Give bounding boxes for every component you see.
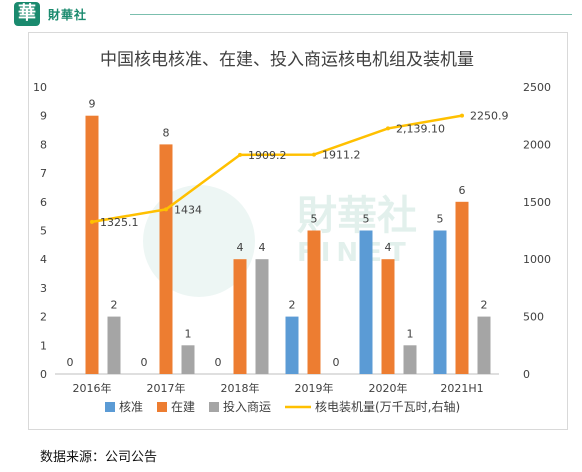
- bar-value-label: 1: [185, 327, 192, 340]
- bar-0: [285, 316, 299, 374]
- chart-title: 中国核电核准、在建、投入商运核电机组及装机量: [100, 50, 474, 70]
- bar-1: [307, 230, 321, 374]
- line-value-label: 1325.1: [100, 216, 139, 229]
- line-point: [460, 113, 464, 118]
- line-value-label: 1911.2: [322, 149, 361, 162]
- x-tick-label: 2018年: [221, 381, 260, 395]
- line-point: [90, 219, 94, 224]
- bar-value-label: 4: [237, 241, 244, 254]
- y-left-tick-label: 2: [40, 311, 47, 324]
- y-left-tick-label: 5: [40, 225, 47, 238]
- bar-value-label: 4: [259, 241, 266, 254]
- bar-value-label: 8: [163, 126, 170, 139]
- legend-label: 核电装机量(万千瓦时,右轴): [315, 399, 460, 414]
- legend-label: 在建: [171, 400, 195, 414]
- y-right-tick-label: 2500: [523, 81, 551, 94]
- bar-value-label: 2: [111, 299, 118, 312]
- y-right-tick-label: 500: [523, 311, 544, 324]
- legend-swatch-2: [209, 402, 219, 412]
- x-tick-label: 2020年: [369, 381, 408, 395]
- bar-value-label: 0: [141, 356, 148, 369]
- line-value-label: 2,139.10: [396, 122, 445, 135]
- y-left-tick-label: 4: [40, 253, 47, 266]
- line-point: [312, 152, 316, 157]
- finet-logo-icon: 華: [14, 2, 40, 26]
- line-value-label: 2250.9: [470, 110, 509, 123]
- legend-label: 核准: [119, 400, 143, 414]
- y-right-tick-label: 1000: [523, 253, 551, 266]
- bar-2: [403, 345, 417, 374]
- bar-1: [455, 201, 469, 374]
- bar-value-label: 5: [437, 213, 444, 226]
- bar-2: [181, 345, 195, 374]
- legend-swatch-1: [157, 402, 167, 412]
- brand-name: 財華社: [48, 8, 88, 22]
- legend-swatch-0: [105, 402, 115, 412]
- bar-value-label: 2: [481, 299, 488, 312]
- bar-value-label: 9: [89, 98, 96, 111]
- x-tick-label: 2019年: [295, 381, 334, 395]
- y-left-tick-label: 6: [40, 196, 47, 209]
- bar-0: [359, 230, 373, 374]
- bar-2: [255, 259, 269, 374]
- bar-value-label: 2: [289, 299, 296, 312]
- line-series: [91, 114, 463, 224]
- line-point: [238, 152, 242, 157]
- bar-value-label: 1: [407, 327, 414, 340]
- bar-2: [107, 316, 121, 374]
- bar-value-label: 5: [363, 213, 370, 226]
- chart-frame: 財華社 FINET 中国核电核准、在建、投入商运核电机组及装机量 0 1 2 3 4 5 6 7 8 9…: [28, 32, 568, 430]
- bar-1: [233, 259, 247, 374]
- y-left-tick-label: 10: [33, 81, 47, 94]
- line-value-label: 1434: [174, 203, 202, 216]
- brand-header: 華 財華社: [0, 0, 582, 28]
- legend-label: 投入商运: [223, 399, 271, 414]
- bar-0: [433, 230, 447, 374]
- bar-1: [159, 144, 173, 374]
- line-value-label: 1909.2: [248, 149, 287, 162]
- x-tick-label: 2017年: [147, 381, 186, 395]
- bar-1: [381, 259, 395, 374]
- y-left-tick-label: 7: [40, 167, 47, 180]
- bar-value-label: 6: [459, 184, 466, 197]
- line-point: [164, 207, 168, 212]
- chart: 財華社FINET中国核电核准、在建、投入商运核电机组及装机量0123456789…: [33, 50, 551, 414]
- y-left-tick-label: 1: [40, 339, 47, 352]
- header-divider: [130, 14, 572, 15]
- y-left-tick-label: 0: [40, 368, 47, 381]
- line-point: [386, 126, 390, 131]
- bar-value-label: 5: [311, 213, 318, 226]
- bar-value-label: 0: [333, 356, 340, 369]
- x-tick-label: 2021H1: [440, 382, 483, 395]
- bar-value-label: 0: [215, 356, 222, 369]
- y-right-tick-label: 2000: [523, 138, 551, 151]
- y-left-tick-label: 8: [40, 138, 47, 151]
- y-left-tick-label: 9: [40, 110, 47, 123]
- bar-value-label: 4: [385, 241, 392, 254]
- y-left-tick-label: 3: [40, 282, 47, 295]
- bar-2: [477, 316, 491, 374]
- data-source-note: 数据来源：公司公告: [40, 450, 158, 465]
- y-right-tick-label: 1500: [523, 196, 551, 209]
- y-right-tick-label: 0: [523, 368, 530, 381]
- bar-1: [85, 115, 99, 374]
- bar-value-label: 0: [67, 356, 74, 369]
- x-tick-label: 2016年: [73, 381, 112, 395]
